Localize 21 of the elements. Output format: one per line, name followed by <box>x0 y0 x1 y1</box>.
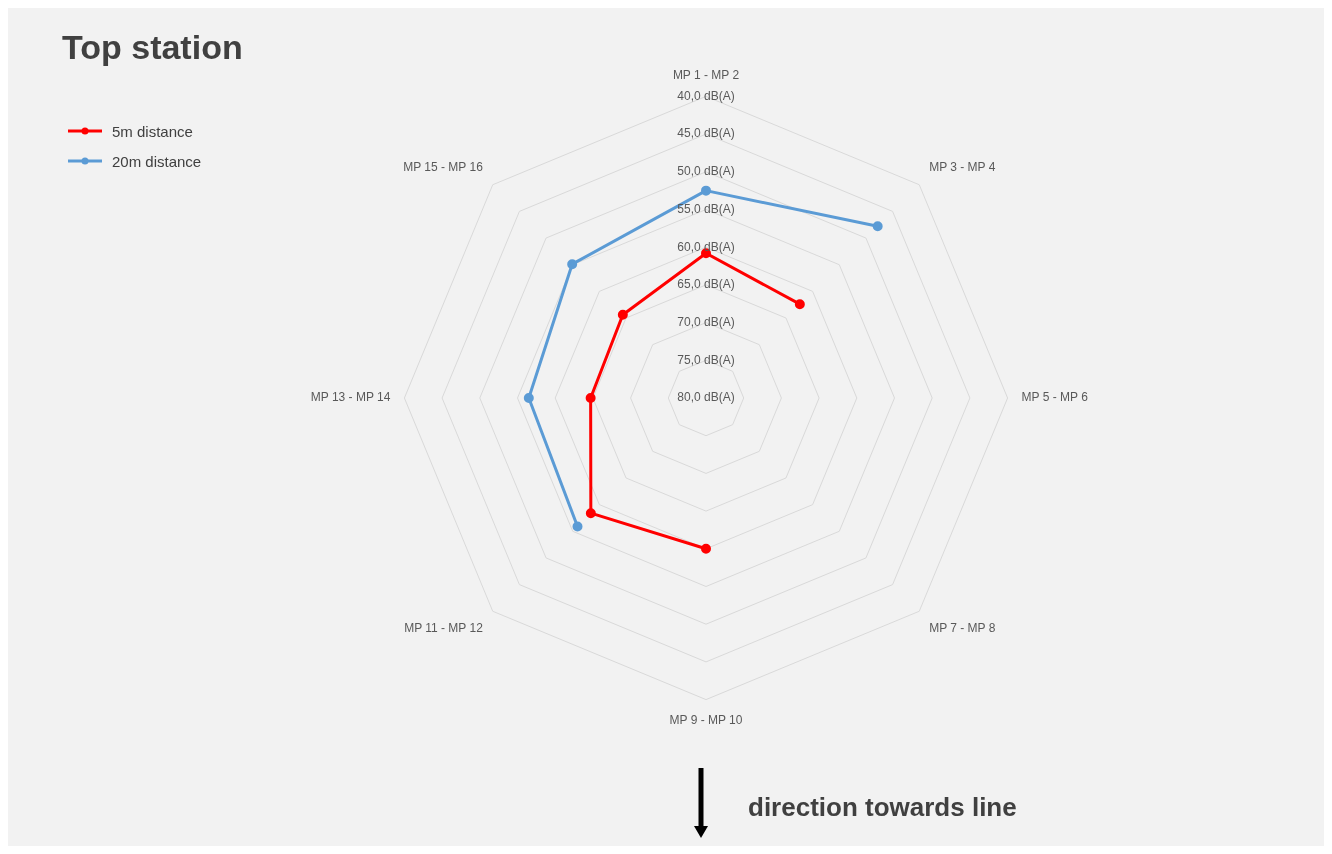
text: direction towards line <box>748 792 1017 823</box>
y-tick-label: 75,0 dB(A) <box>677 352 735 367</box>
y-tick-label: 45,0 dB(A) <box>677 126 735 141</box>
spoke-label: MP 7 - MP 8 <box>929 620 996 635</box>
spoke-label: MP 13 - MP 14 <box>310 390 391 405</box>
y-tick-label: 60,0 dB(A) <box>677 239 735 254</box>
spoke-label: MP 1 - MP 2 <box>672 67 740 82</box>
spoke-label: MP 9 - MP 10 <box>669 713 743 728</box>
y-tick-label: 80,0 dB(A) <box>677 390 735 405</box>
y-tick-label: 55,0 dB(A) <box>677 201 735 216</box>
chart-title: Top station <box>62 28 243 67</box>
y-tick-label: 70,0 dB(A) <box>677 314 735 329</box>
spoke-label: MP 5 - MP 6 <box>1021 390 1089 405</box>
legend-label: 5m distance <box>112 122 193 140</box>
y-tick-label: 50,0 dB(A) <box>677 164 735 179</box>
legend-label: 20m distance <box>112 152 202 170</box>
y-tick-label: 40,0 dB(A) <box>677 88 735 103</box>
y-tick-label: 65,0 dB(A) <box>677 277 735 292</box>
spoke-label: MP 11 - MP 12 <box>404 620 484 635</box>
spoke-label: MP 15 - MP 16 <box>403 159 484 174</box>
spoke-label: MP 3 - MP 4 <box>929 159 996 174</box>
